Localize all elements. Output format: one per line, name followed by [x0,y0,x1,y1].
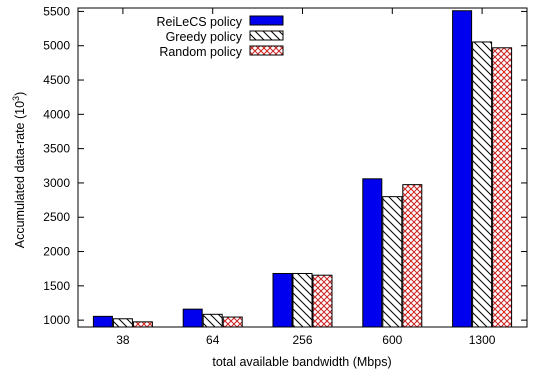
bar-diagonal-hatch [382,196,403,328]
bar-solid [362,178,383,328]
legend-label: Random policy [159,45,242,59]
bar-crosshatch [132,321,153,328]
y-tick-label: 1000 [43,313,70,327]
bar-crosshatch [492,47,513,328]
x-tick-label: 1300 [469,333,496,347]
y-tick-label: 4500 [43,73,70,87]
bar-diagonal-hatch [472,41,493,328]
bar-diagonal-hatch [202,313,223,328]
y-tick-label: 3500 [43,142,70,156]
legend-swatch [249,45,284,56]
legend-label: ReiLeCS policy [157,15,243,29]
bar-diagonal-hatch [112,318,133,328]
bar-solid [272,272,293,328]
x-tick-label: 600 [382,333,402,347]
y-tick-label: 2000 [43,245,70,259]
legend-swatch [249,15,284,26]
bar-solid [182,308,203,328]
bar-solid [452,10,473,328]
bar-crosshatch [312,274,333,328]
legend-swatch [249,30,284,41]
legend-label: Greedy policy [166,30,243,44]
y-tick-label: 4000 [43,107,70,121]
bar-crosshatch [222,316,243,328]
y-tick-label: 5000 [43,39,70,53]
y-tick-label: 5500 [43,4,70,18]
bar-diagonal-hatch [292,272,313,328]
bar-solid [92,315,113,328]
y-tick-label: 2500 [43,210,70,224]
x-tick-label: 256 [292,333,312,347]
y-axis-title: Accumulated data-rate (103) [11,92,27,249]
x-tick-label: 64 [206,333,220,347]
y-tick-label: 1500 [43,279,70,293]
x-axis-title: total available bandwidth (Mbps) [212,355,391,369]
bar-crosshatch [402,184,423,328]
y-tick-label: 3000 [43,176,70,190]
x-tick-label: 38 [116,333,130,347]
